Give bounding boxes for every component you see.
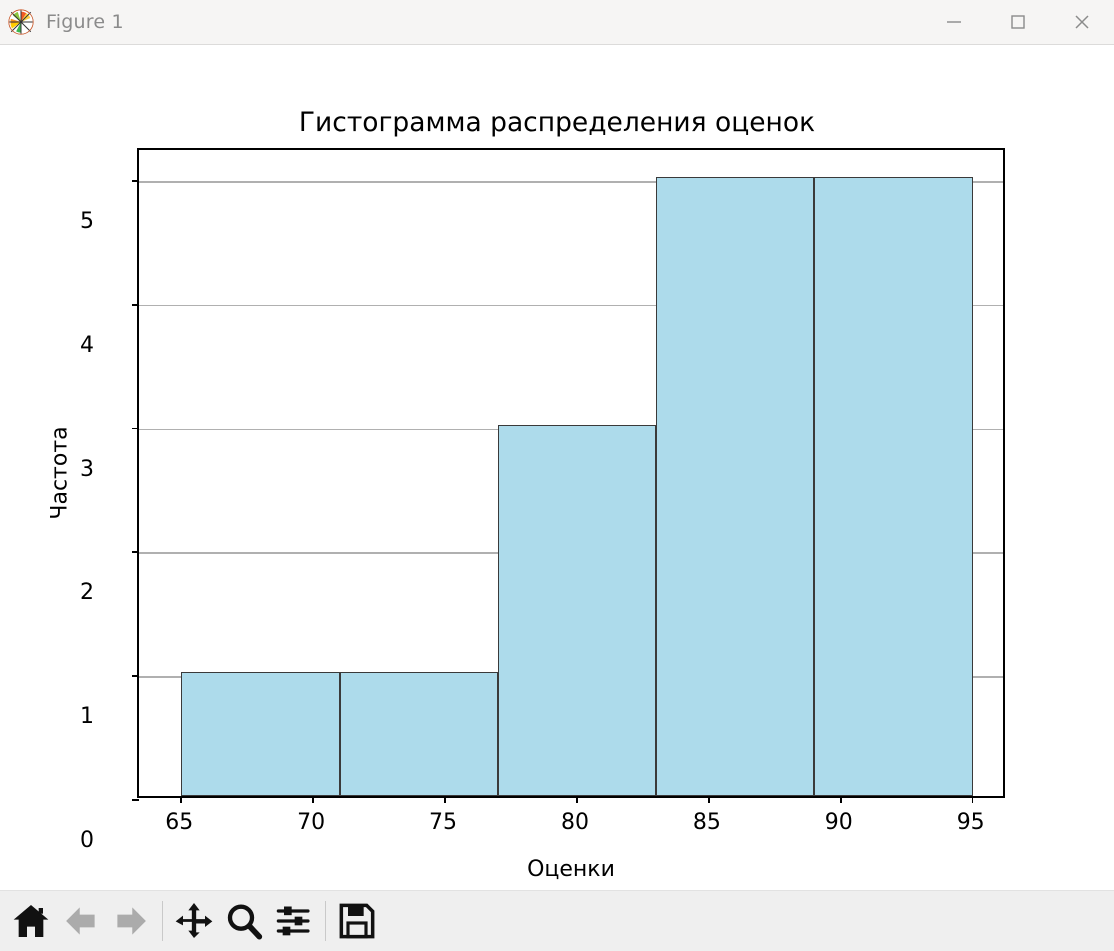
histogram-bar (339, 672, 498, 796)
y-tick-mark (132, 799, 139, 801)
close-button[interactable] (1050, 0, 1114, 44)
home-button[interactable] (6, 895, 56, 947)
y-tick-mark (132, 179, 139, 182)
x-tick-mark (839, 796, 842, 803)
x-tick-label: 85 (692, 810, 721, 835)
grid-line (139, 180, 1003, 183)
minimize-button[interactable] (922, 0, 986, 44)
chart-title: Гистограмма распределения оценок (298, 107, 816, 138)
histogram-bar (656, 176, 815, 796)
window-title: Figure 1 (46, 11, 124, 33)
x-tick-mark (312, 796, 314, 803)
y-tick-label: 1 (80, 704, 94, 730)
x-tick-label: 80 (560, 810, 589, 835)
back-button[interactable] (56, 895, 106, 947)
x-tick-mark (444, 796, 446, 803)
toolbar-separator (325, 901, 326, 941)
x-tick-mark (971, 796, 974, 803)
x-tick-label: 65 (165, 810, 194, 835)
navigation-toolbar[interactable] (0, 890, 1114, 951)
y-tick-mark (132, 303, 139, 306)
y-tick-mark (132, 551, 139, 554)
y-tick-mark (132, 427, 139, 430)
pan-button[interactable] (169, 895, 219, 947)
configure-subplots-button[interactable] (269, 895, 319, 947)
maximize-button[interactable] (986, 0, 1050, 44)
histogram-bar (814, 176, 973, 796)
histogram-bar (181, 672, 340, 796)
y-tick-mark (132, 675, 139, 677)
y-tick-label: 5 (80, 208, 94, 234)
x-tick-label: 70 (297, 810, 326, 835)
x-tick-mark (707, 796, 710, 803)
x-tick-label: 95 (956, 810, 985, 835)
grid-line (139, 304, 1003, 307)
y-tick-label: 4 (80, 332, 94, 358)
toolbar-separator (162, 901, 163, 941)
x-tick-mark (180, 796, 182, 803)
figure-canvas[interactable]: Гистограмма распределения оценок Частота… (0, 45, 1114, 890)
window-controls (922, 0, 1114, 44)
x-tick-label: 75 (429, 810, 458, 835)
x-axis-label: Оценки (527, 857, 615, 882)
x-tick-label: 90 (824, 810, 853, 835)
window-titlebar[interactable]: Figure 1 (0, 0, 1114, 45)
matplotlib-icon (8, 9, 34, 35)
y-tick-label: 0 (80, 828, 94, 853)
plot-axes[interactable] (132, 148, 1005, 803)
y-tick-label: 3 (80, 456, 94, 482)
forward-button[interactable] (106, 895, 156, 947)
save-button[interactable] (332, 895, 382, 947)
zoom-button[interactable] (219, 895, 269, 947)
histogram-bar (497, 424, 657, 796)
x-tick-mark (575, 796, 578, 803)
y-tick-label: 2 (80, 580, 94, 606)
